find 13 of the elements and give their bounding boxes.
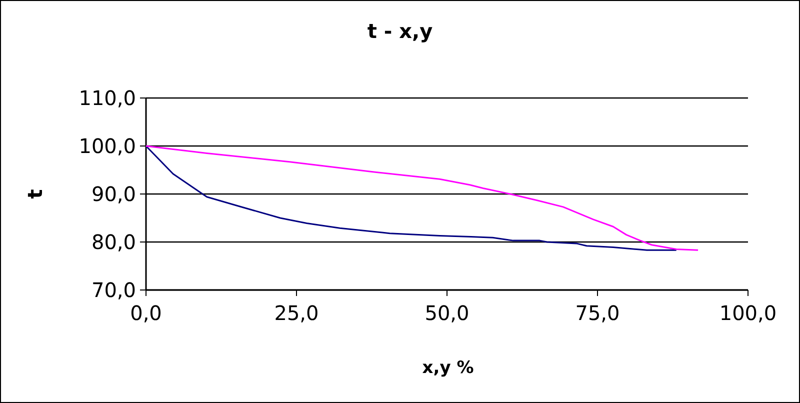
y-tick-label: 90,0 bbox=[91, 182, 136, 206]
x-axis-title: x,y % bbox=[422, 358, 474, 378]
x-tick-label: 0,0 bbox=[130, 301, 162, 325]
chart-title: t - x,y bbox=[367, 19, 433, 43]
y-axis-title: t bbox=[23, 188, 47, 199]
y-tick-label: 70,0 bbox=[91, 278, 136, 302]
x-tick-label: 25,0 bbox=[274, 301, 319, 325]
x-tick-label: 75,0 bbox=[575, 301, 620, 325]
x-tick-label: 50,0 bbox=[424, 301, 470, 325]
y-tick-label: 100,0 bbox=[78, 134, 136, 158]
y-tick-label: 80,0 bbox=[91, 230, 136, 254]
y-tick-label: 110,0 bbox=[78, 86, 136, 110]
x-tick-label: 100,0 bbox=[719, 301, 777, 325]
